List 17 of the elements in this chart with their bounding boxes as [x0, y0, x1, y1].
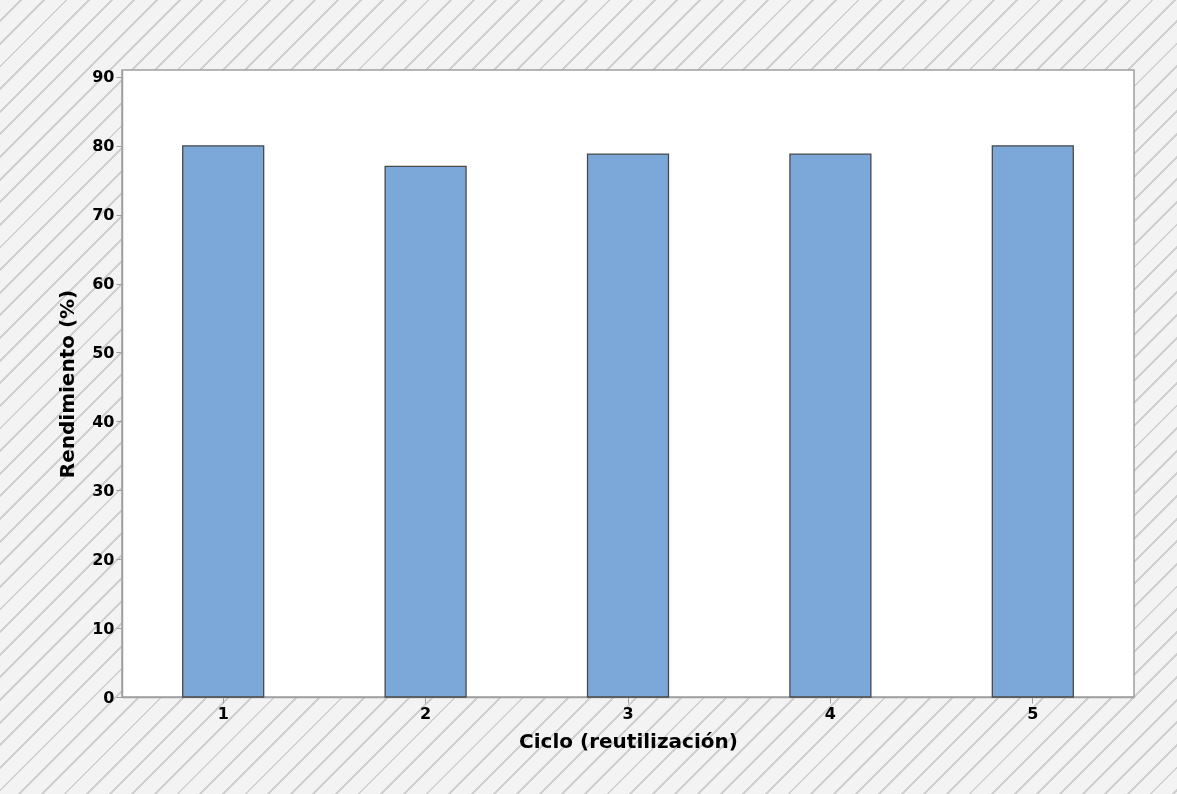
x-tick-label: 5: [1027, 703, 1039, 723]
y-axis-title: Rendimiento (%): [55, 289, 80, 479]
y-tick-label: 30: [92, 480, 115, 500]
y-tick-label: 10: [92, 618, 115, 638]
y-tick-label: 40: [92, 411, 115, 431]
y-tick-label: 90: [92, 67, 115, 87]
x-tick-label: 2: [420, 703, 432, 723]
x-tick-label: 4: [824, 703, 836, 723]
y-tick-label: 50: [92, 342, 115, 362]
y-tick-label: 70: [92, 205, 115, 225]
x-tick-label: 1: [217, 703, 229, 723]
y-tick-label: 20: [92, 549, 115, 569]
y-tick-label: 60: [92, 274, 115, 294]
y-tick-label: 80: [92, 136, 115, 156]
x-axis-title: Ciclo (reutilización): [519, 728, 738, 753]
x-tick-label: 3: [622, 703, 634, 723]
y-tick-label: 0: [103, 687, 115, 707]
